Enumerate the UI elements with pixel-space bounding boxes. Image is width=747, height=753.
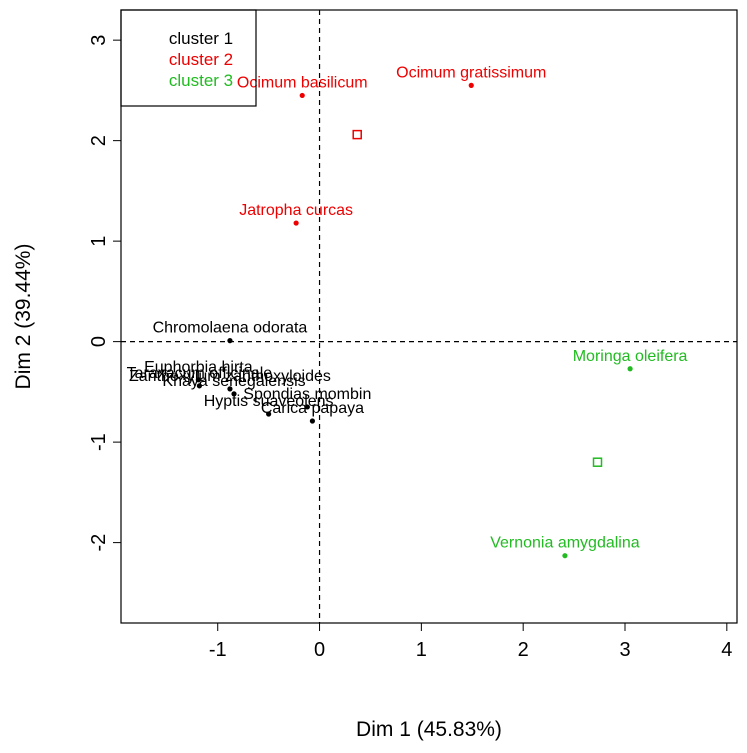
y-tick-label: 2 [88, 135, 110, 146]
data-point [266, 411, 272, 417]
point-label: Spondias mombin [243, 386, 371, 403]
data-point [195, 377, 201, 383]
axes-layer: -1 0 1 2 3 4 -2 -1 0 1 2 3 [88, 35, 732, 661]
data-point [627, 366, 633, 372]
legend-entry: cluster 2 [169, 50, 233, 69]
point-label: Vernonia amygdalina [490, 535, 640, 552]
y-tick-label: 1 [88, 236, 110, 247]
point-label: Ocimum gratissimum [396, 64, 546, 81]
plot-frame [120, 9, 738, 624]
point-label: Jatropha curcas [239, 202, 353, 219]
data-point [304, 404, 310, 410]
points-layer: Chromolaena odorata Euphorbia hirtaTaraxa… [127, 64, 688, 559]
point-label: Khaya senegalensis [162, 373, 305, 390]
x-tick-label: 0 [314, 639, 325, 661]
y-tick-label: 0 [88, 336, 110, 347]
point-label: Hyptis suaveolens [204, 393, 334, 410]
point-label: Taraxacum officinale [127, 365, 273, 382]
data-point [468, 82, 474, 88]
y-axis-label: Dim 2 (39.44%) [12, 244, 35, 390]
data-point [562, 553, 568, 559]
cluster-centroid [352, 129, 362, 140]
x-tick-label: 1 [416, 639, 427, 661]
y-tick-label: -1 [88, 433, 110, 451]
reference-lines-layer [121, 10, 737, 623]
point-label: Zanthoxylum zanthoxyloides [129, 368, 331, 385]
legend-entry: cluster 3 [169, 71, 233, 90]
point-label: Euphorbia hirta [144, 359, 253, 376]
point-label: Chromolaena odorata [153, 320, 308, 337]
point-label: Ocimum basilicum [237, 74, 368, 91]
legend: cluster 1 cluster 2 cluster 3 [120, 9, 257, 107]
data-point [309, 418, 316, 424]
legend-entry: cluster 1 [169, 29, 233, 48]
cluster-centroid [592, 457, 603, 467]
point-label: Carica papaya [261, 400, 364, 417]
x-tick-label: -1 [209, 639, 227, 661]
data-point [227, 338, 233, 344]
data-point [231, 391, 237, 397]
x-tick-label: 4 [721, 639, 732, 661]
x-tick-label: 2 [518, 639, 529, 661]
data-point [293, 220, 299, 226]
x-tick-label: 3 [619, 639, 630, 661]
data-point [299, 92, 305, 99]
point-label: Moringa oleifera [573, 348, 688, 365]
y-tick-label: 3 [88, 35, 110, 46]
data-point [227, 386, 233, 392]
y-tick-label: -2 [88, 534, 110, 552]
x-axis-label: Dim 1 (45.83%) [356, 718, 502, 741]
data-point [196, 383, 202, 389]
